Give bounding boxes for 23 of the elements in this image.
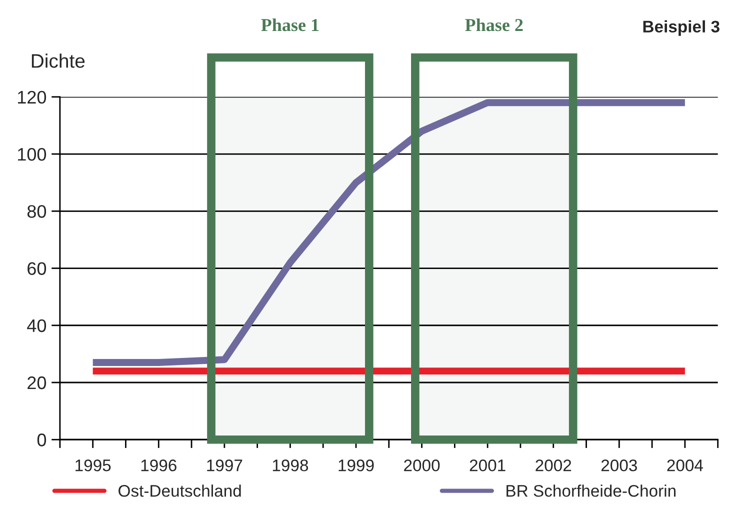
y-tick-label: 40 (27, 319, 46, 332)
x-tick-label: 1997 (207, 460, 242, 472)
x-tick-label: 1996 (141, 460, 176, 472)
band-label: Phase 2 (465, 18, 523, 32)
x-tick-label: 2004 (667, 460, 703, 472)
y-tick-label: 100 (18, 148, 46, 161)
x-tick-label: 1998 (272, 460, 308, 472)
x-tick-label: 2001 (470, 460, 506, 472)
x-tick-label: 1995 (76, 460, 111, 472)
legend-label: Ost-Deutschland (118, 484, 241, 497)
x-tick-label: 2003 (601, 460, 637, 472)
y-tick-label: 120 (18, 90, 46, 104)
y-axis-title: Dichte (32, 54, 85, 68)
y-tick-label: 20 (28, 376, 46, 390)
y-tick-label: 0 (37, 434, 46, 446)
x-tick-label: 2002 (536, 460, 572, 472)
y-tick-label: 60 (28, 262, 46, 275)
x-tick-label: 1999 (338, 460, 374, 472)
band-label: Phase 1 (261, 18, 319, 32)
x-tick-label: 2000 (404, 460, 440, 472)
legend-label: BR Schorfheide-Chorin (506, 484, 676, 497)
chart-title: Beispiel 3 (643, 20, 720, 36)
y-tick-label: 80 (27, 205, 46, 218)
